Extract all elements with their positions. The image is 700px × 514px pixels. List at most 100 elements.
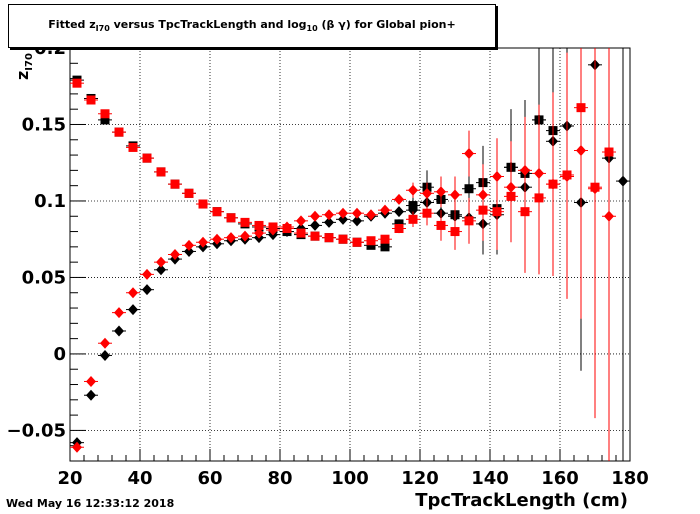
data-point-diamond (394, 193, 404, 205)
x-tick-label: 140 (471, 468, 509, 489)
data-point-square (464, 184, 474, 194)
data-point-diamond (310, 210, 320, 222)
data-point-square (142, 153, 152, 163)
data-point-diamond (548, 178, 558, 190)
data-point-diamond (254, 227, 264, 239)
data-point-square (128, 142, 138, 152)
x-tick-label: 120 (401, 468, 439, 489)
data-point-diamond (492, 170, 502, 182)
data-point-square (296, 228, 306, 238)
data-point-square (380, 242, 390, 252)
data-point-diamond (212, 233, 222, 245)
data-point-diamond (100, 337, 110, 349)
y-tick-label: 0.15 (22, 114, 66, 135)
data-point-diamond (394, 206, 404, 218)
data-point-diamond (170, 249, 180, 260)
data-point-diamond (142, 268, 152, 280)
x-tick-label: 80 (267, 468, 292, 489)
data-point-diamond (380, 204, 390, 216)
y-tick-label: 0.1 (34, 191, 66, 212)
data-point-diamond (422, 187, 432, 199)
data-point-diamond (562, 170, 572, 182)
data-point-square (380, 234, 390, 244)
data-point-diamond (142, 284, 152, 296)
data-point-diamond (464, 148, 474, 160)
title-prefix: Fitted z (48, 18, 96, 31)
title-suffix: (β γ) for Global pion+ (317, 18, 456, 31)
data-point-square (212, 207, 222, 217)
data-point-diamond (590, 183, 600, 195)
data-point-square (366, 240, 376, 250)
data-point-square (450, 227, 460, 237)
data-point-diamond (240, 230, 250, 242)
data-point-square (184, 188, 194, 198)
chart-title: Fitted zI70 versus TpcTrackLength and lo… (9, 18, 495, 33)
data-point-diamond (184, 245, 194, 257)
data-point-square (366, 236, 376, 246)
data-point-diamond (226, 232, 236, 244)
data-point-diamond (450, 189, 460, 201)
data-point-diamond (352, 215, 362, 227)
data-point-diamond (72, 441, 82, 453)
data-point-square (310, 231, 320, 241)
data-point-diamond (604, 210, 614, 222)
data-point-diamond (618, 175, 628, 187)
data-point-square (422, 208, 432, 218)
x-tick-label: 160 (541, 468, 579, 489)
data-point-square (240, 217, 250, 227)
data-point-diamond (184, 239, 194, 251)
data-point-diamond (478, 189, 488, 201)
data-point-diamond (366, 209, 376, 221)
data-point-square (338, 234, 348, 244)
data-point-diamond (408, 204, 418, 216)
data-point-diamond (534, 167, 544, 179)
data-point-diamond (114, 325, 124, 337)
data-point-square (72, 78, 82, 88)
data-point-diamond (408, 184, 418, 196)
data-point-square (464, 216, 474, 226)
data-point-diamond (86, 375, 96, 387)
data-point-square (254, 220, 264, 230)
data-point-square (394, 223, 404, 233)
x-tick-label: 40 (127, 468, 152, 489)
data-point-square (100, 115, 110, 125)
data-point-diamond (156, 256, 166, 268)
timestamp: Wed May 16 12:33:12 2018 (6, 497, 175, 510)
data-point-square (156, 167, 166, 177)
y-axis-label: zI70 (13, 53, 35, 80)
x-tick-label: 60 (197, 468, 222, 489)
data-point-diamond (296, 215, 306, 227)
x-axis-label: TpcTrackLength (cm) (415, 490, 628, 511)
data-point-diamond (114, 307, 124, 319)
title-mid: versus TpcTrackLength and log (109, 18, 307, 31)
data-point-diamond (198, 236, 208, 248)
data-point-diamond (128, 304, 138, 316)
y-axis-label-main: z (13, 70, 32, 80)
data-point-square (436, 220, 446, 230)
data-point-diamond (128, 287, 138, 299)
title-box: Fitted zI70 versus TpcTrackLength and lo… (8, 4, 496, 48)
y-tick-label: −0.05 (7, 420, 67, 441)
data-point-square (198, 199, 208, 209)
x-tick-label: 180 (611, 468, 649, 489)
data-point-diamond (352, 207, 362, 219)
data-point-square (86, 95, 96, 105)
title-sub2: 10 (306, 24, 318, 34)
data-point-square (408, 214, 418, 224)
data-point-diamond (338, 213, 348, 225)
data-point-diamond (436, 186, 446, 198)
x-tick-label: 20 (57, 468, 82, 489)
title-sub1: I70 (95, 24, 110, 34)
data-point-square (324, 233, 334, 243)
y-axis-label-sub: I70 (24, 53, 36, 71)
y-tick-label: 0.05 (22, 267, 66, 288)
data-point-diamond (324, 209, 334, 221)
data-point-square (114, 127, 124, 137)
data-point-diamond (576, 144, 586, 156)
data-point-square (170, 179, 180, 189)
data-point-diamond (324, 216, 334, 228)
data-point-square (352, 237, 362, 247)
data-point-diamond (86, 389, 96, 401)
